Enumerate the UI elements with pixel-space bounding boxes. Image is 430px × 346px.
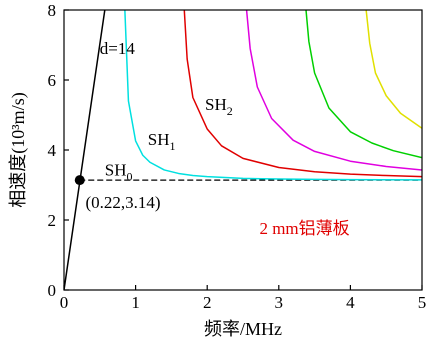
y-tick-label: 8: [48, 1, 57, 20]
y-tick-label: 0: [48, 281, 57, 300]
series-line-mode-5: [365, 10, 422, 130]
intersection-point: [74, 175, 85, 186]
y-axis-title: 相速度(10³m/s): [8, 92, 29, 207]
y-tick-label: 2: [48, 211, 57, 230]
series-line-sh2: [183, 10, 422, 178]
annotation-label: d=14: [100, 39, 136, 58]
mode-label-sh0: SH0: [105, 161, 133, 184]
x-tick-label: 3: [275, 293, 284, 312]
x-axis-title: 频率/MHz: [204, 319, 282, 339]
annotation-label: 2 mm铝薄板: [259, 219, 349, 238]
curves-layer: [64, 10, 422, 290]
annotation-label: (0.22,3.14): [85, 193, 160, 212]
ticks-layer: 0 1 2 3 4 5 0 2 4 6 8: [48, 1, 427, 312]
series-line-mode-6: [64, 10, 106, 290]
mode-label-sh1: SH1: [148, 130, 176, 153]
y-tick-label: 6: [48, 71, 57, 90]
x-tick-label: 5: [418, 293, 427, 312]
series-line-mode-4: [305, 10, 422, 159]
y-tick-label: 4: [48, 141, 57, 160]
series-line-mode-3: [245, 10, 422, 171]
series-line-sh1: [124, 10, 422, 181]
x-tick-label: 4: [346, 293, 355, 312]
x-tick-label: 1: [131, 293, 140, 312]
x-tick-label: 2: [203, 293, 212, 312]
annotations-layer: d=14 SH1 SH2 SH0 (0.22,3.14) 2 mm铝薄板: [74, 39, 350, 238]
x-tick-label: 0: [60, 293, 69, 312]
mode-label-sh2: SH2: [205, 95, 233, 118]
